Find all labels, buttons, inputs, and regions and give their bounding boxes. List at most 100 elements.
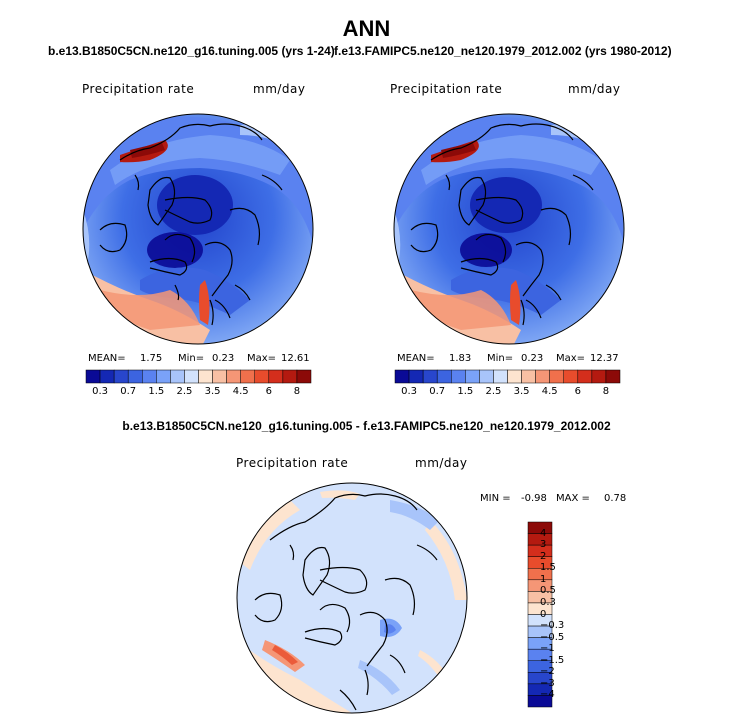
panel-b-colorbar-swatch (507, 369, 522, 384)
panel-a-units-label: mm/day (253, 82, 306, 96)
panel-b-colorbar (394, 369, 621, 384)
panel-b-mean-label: MEAN= (397, 353, 435, 364)
panel-b-colorbar-swatch (591, 369, 607, 384)
panel-a-colorbar-swatch (127, 369, 143, 384)
panel-a-colorbar-swatch (282, 369, 298, 384)
panel-b-colorbar-tick-label: 0.3 (401, 386, 418, 397)
panel-a-colorbar-swatch (268, 369, 284, 384)
panel-a-colorbar-swatch (142, 369, 157, 384)
difference-colorbar (527, 521, 553, 708)
panel-a-colorbar-swatch (156, 369, 171, 384)
difference-colorbar-tick-label: −1 (540, 643, 555, 655)
panel-a-colorbar-swatch (170, 369, 185, 384)
panel-a-variable-label: Precipitation rate (82, 82, 195, 96)
difference-variable-label: Precipitation rate (236, 456, 349, 470)
main-title: ANN (342, 16, 391, 41)
panel-a-colorbar (85, 369, 312, 384)
panel-a-colorbar-swatch (226, 369, 241, 384)
panel-b-units-label: mm/day (568, 82, 621, 96)
difference-colorbar-tick-label: 1 (540, 573, 547, 585)
difference-colorbar-tick-label: −3 (540, 677, 555, 689)
difference-colorbar-tick-label: 0.3 (540, 596, 556, 608)
panel-a-colorbar-tick-label: 1.5 (148, 386, 165, 397)
panel-a-coastlines (99, 123, 283, 326)
panel-a-map (83, 114, 313, 344)
panel-a-colorbar-tick-label: 8 (293, 386, 301, 397)
difference-colorbar-tick-label: −1.5 (540, 654, 565, 666)
panel-a-mean-label: MEAN= (88, 353, 126, 364)
panel-a-max-label: Max= (247, 353, 277, 364)
panel-b-colorbar-tick-label: 8 (602, 386, 610, 397)
panel-a-colorbar-tick-label: 0.3 (92, 386, 109, 397)
panel-a-map-border (82, 113, 314, 345)
panel-b-colorbar-swatch (451, 369, 466, 384)
difference-colorbar-tick-label: −2 (540, 666, 555, 678)
difference-colorbar-tick-label: 0 (540, 608, 547, 620)
panel-b-colorbar-tick-label: 3.5 (513, 386, 530, 397)
panel-b-colorbar-swatch (563, 369, 579, 384)
difference-map (237, 483, 467, 713)
panel-b-colorbar-tick-label: 6 (574, 386, 581, 397)
panel-b-colorbar-swatch (422, 369, 438, 384)
panel-b-colorbar-swatch (479, 369, 494, 384)
difference-colorbar-tick-label: 4 (540, 527, 547, 539)
panel-a-colorbar-tick-label: 2.5 (176, 386, 193, 397)
panel-a-colorbar-swatch (212, 369, 227, 384)
panel-a-colorbar-tick-label: 4.5 (232, 386, 249, 397)
panel-a-colorbar-swatch (113, 369, 129, 384)
panel-b-colorbar-tick-label: 1.5 (457, 386, 474, 397)
difference-map-border (236, 482, 468, 714)
panel-b-colorbar-swatch (394, 369, 410, 384)
panel-a-colorbar-swatch (99, 369, 115, 384)
difference-colorbar-tick-label: −4 (540, 689, 555, 701)
panel-a-colorbar-swatch (296, 369, 312, 384)
panel-a-colorbar-tick-label: 0.7 (120, 386, 137, 397)
panel-a-min-label: Min= (178, 353, 205, 364)
difference-colorbar-tick-label: 3 (540, 539, 547, 551)
panel-a-colorbar-swatch (85, 369, 101, 384)
difference-colorbar-tick-label: −0.3 (540, 620, 565, 632)
panel-b-min-label: Min= (487, 353, 514, 364)
panel-b-map (394, 114, 624, 344)
panel-a-colorbar-tick-label: 3.5 (204, 386, 221, 397)
difference-coastlines (254, 493, 438, 711)
panel-a-min-value: 0.23 (212, 353, 235, 364)
difference-colorbar-tick-label: 2 (540, 550, 547, 562)
difference-colorbar-tick-label: 0.5 (540, 585, 556, 597)
panel-a-colorbar-swatch (184, 369, 199, 384)
panel-b-mean-value: 1.83 (449, 353, 472, 364)
panel-b-variable-label: Precipitation rate (390, 82, 503, 96)
panel-b-colorbar-swatch (535, 369, 550, 384)
panel-a-title: b.e13.B1850C5CN.ne120_g16.tuning.005 (yr… (48, 44, 335, 58)
difference-colorbar-tick-label: −0.5 (540, 631, 565, 643)
panel-b-max-value: 12.37 (590, 353, 619, 364)
panel-a-max-value: 12.61 (281, 353, 310, 364)
panel-b-colorbar-tick-label: 4.5 (541, 386, 558, 397)
panel-b-map-border (393, 113, 625, 345)
panel-b-colorbar-swatch (549, 369, 564, 384)
panel-b-colorbar-swatch (521, 369, 536, 384)
panel-b-colorbar-tick-label: 0.7 (429, 386, 446, 397)
panel-a-colorbar-swatch (198, 369, 213, 384)
panel-b-colorbar-swatch (577, 369, 593, 384)
panel-b-colorbar-swatch (436, 369, 452, 384)
difference-title: b.e13.B1850C5CN.ne120_g16.tuning.005 - f… (122, 419, 611, 433)
panel-b-colorbar-swatch (465, 369, 480, 384)
difference-units-label: mm/day (415, 456, 468, 470)
panel-b-colorbar-tick-label: 2.5 (485, 386, 502, 397)
panel-b-max-label: Max= (556, 353, 586, 364)
panel-b-coastlines (410, 123, 594, 326)
panel-b-colorbar-swatch (605, 369, 621, 384)
difference-max-label: MAX = (556, 493, 590, 504)
panel-a-colorbar-swatch (240, 369, 255, 384)
difference-min-value: -0.98 (521, 493, 547, 504)
difference-min-label: MIN = (480, 493, 511, 504)
panel-a-colorbar-swatch (254, 369, 270, 384)
panel-b-min-value: 0.23 (521, 353, 544, 364)
difference-colorbar-swatch (527, 695, 553, 708)
panel-a-mean-value: 1.75 (140, 353, 163, 364)
panel-b-title: f.e13.FAMIPC5.ne120_ne120.1979_2012.002 … (334, 44, 672, 58)
difference-max-value: 0.78 (604, 493, 627, 504)
panel-b-colorbar-swatch (408, 369, 424, 384)
